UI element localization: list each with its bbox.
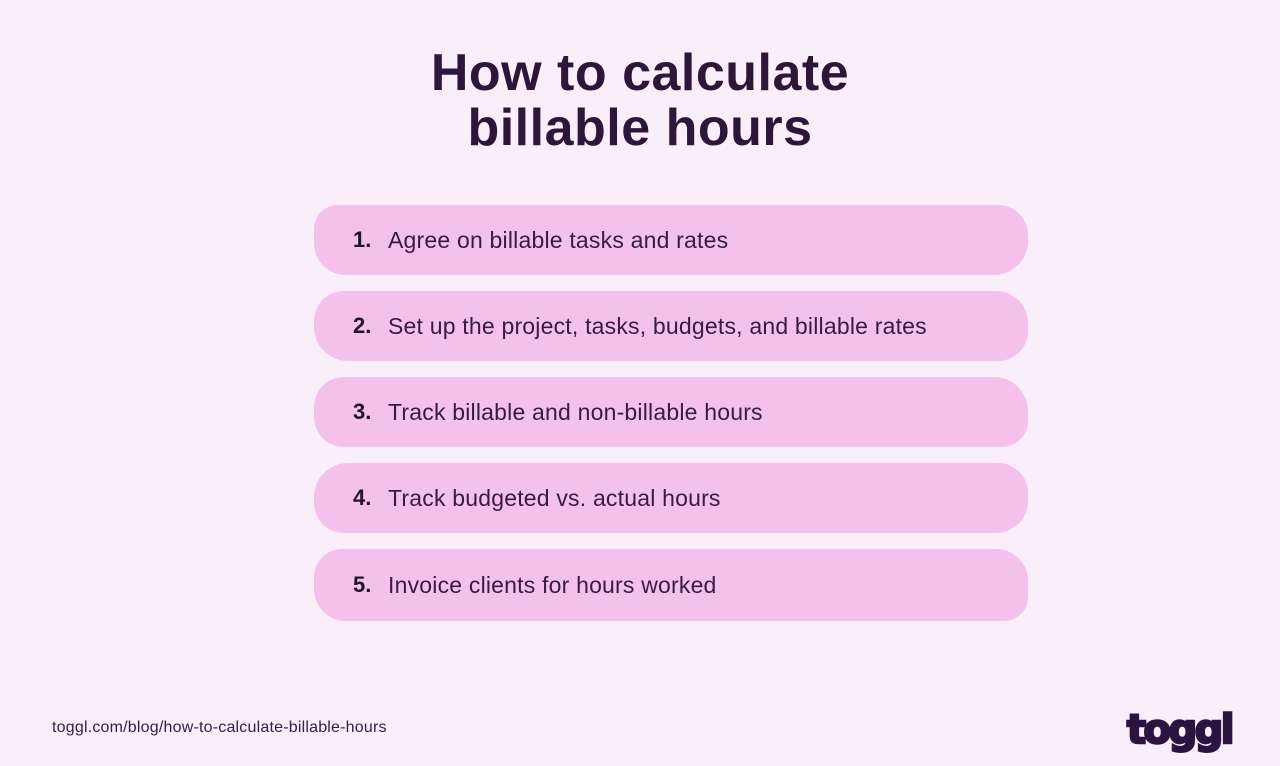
step-number: 1.: [353, 227, 372, 252]
step-text: Agree on billable tasks and rates: [388, 226, 729, 253]
step-item-5: 5. Invoice clients for hours worked: [314, 549, 1028, 621]
step-number: 3.: [353, 399, 372, 424]
step-text: Track billable and non-billable hours: [388, 398, 763, 425]
page-title-line1: How to calculate: [430, 44, 850, 102]
page-title-line2: billable hours: [467, 99, 813, 157]
page-title: How to calculate billable hours: [0, 46, 1280, 156]
step-item-1: 1. Agree on billable tasks and rates: [314, 205, 1028, 275]
toggl-logo: toggl: [1126, 707, 1236, 753]
step-number: 5.: [353, 572, 372, 597]
step-item-3: 3. Track billable and non-billable hours: [314, 377, 1028, 447]
steps-list: 1. Agree on billable tasks and rates 2. …: [314, 205, 1028, 621]
step-text: Track budgeted vs. actual hours: [388, 484, 721, 511]
step-text: Invoice clients for hours worked: [388, 571, 717, 598]
step-item-4: 4. Track budgeted vs. actual hours: [314, 463, 1028, 533]
footer-url: toggl.com/blog/how-to-calculate-billable…: [52, 719, 387, 736]
step-number: 4.: [353, 485, 372, 510]
step-item-2: 2. Set up the project, tasks, budgets, a…: [314, 291, 1028, 361]
step-number: 2.: [353, 313, 372, 338]
step-text: Set up the project, tasks, budgets, and …: [388, 312, 927, 339]
